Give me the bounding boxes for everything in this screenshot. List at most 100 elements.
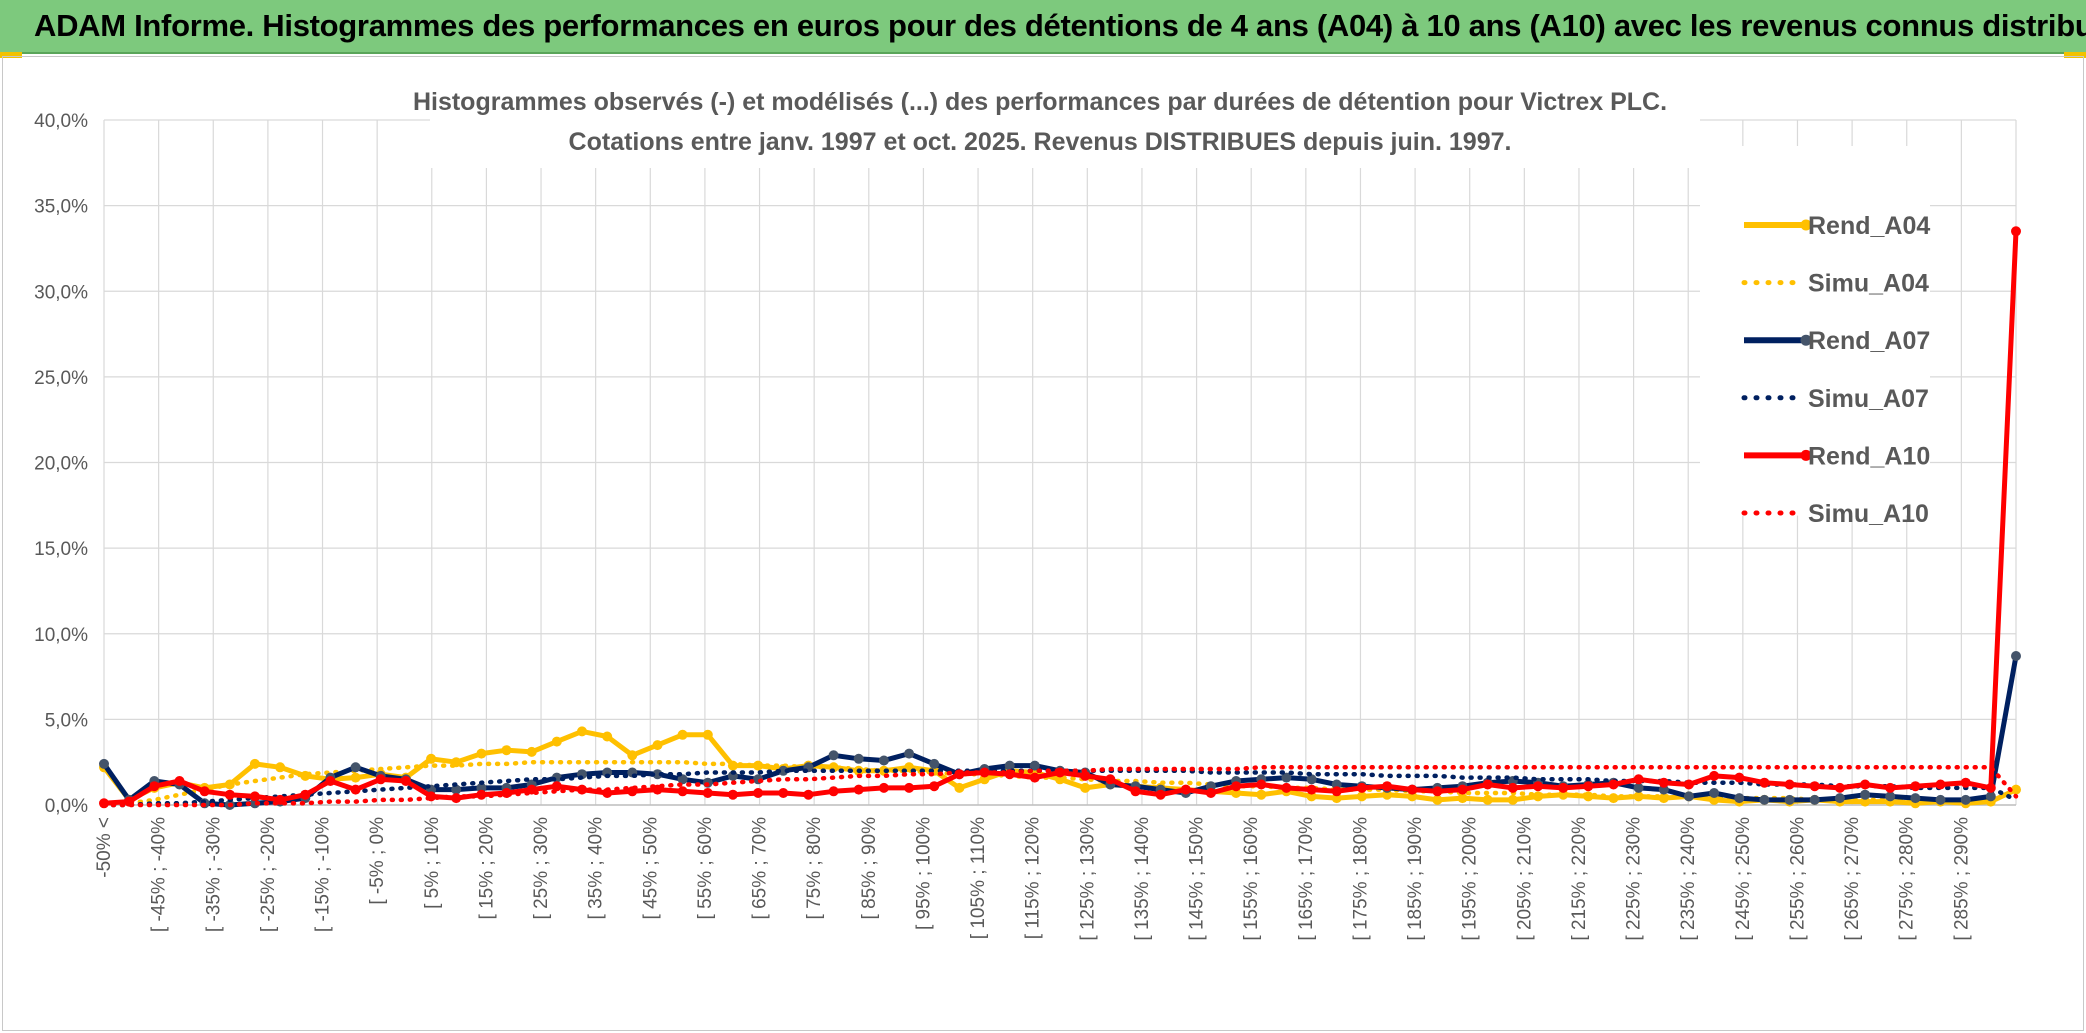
data-point-Rend_A10 xyxy=(878,782,889,793)
data-point-Rend_A10 xyxy=(300,789,311,800)
data-point-Rend_A10 xyxy=(1709,770,1720,781)
y-tick-label: 30,0% xyxy=(34,282,88,303)
x-tick-label: [ 55% ; 60% xyxy=(695,817,716,920)
data-point-Rend_A10 xyxy=(1910,781,1921,792)
series-Rend_A10 xyxy=(99,226,2021,809)
legend-entry-Simu_A07: Simu_A07 xyxy=(1741,385,1929,413)
series-Rend_A07 xyxy=(99,651,2021,810)
data-point-Rend_A10 xyxy=(1558,782,1569,793)
data-point-Rend_A10 xyxy=(1180,784,1191,795)
data-point-Rend_A04 xyxy=(702,729,713,740)
data-point-Rend_A07 xyxy=(1004,760,1015,771)
legend-marker xyxy=(1800,449,1812,461)
x-tick-label: [ 225% ; 230% xyxy=(1624,817,1645,941)
x-tick-label: [ 105% ; 110% xyxy=(968,817,989,939)
x-tick-label: [ 115% ; 120% xyxy=(1023,817,1044,939)
data-point-Rend_A04 xyxy=(476,748,487,759)
legend-entry-Rend_A04: Rend_A04 xyxy=(1744,212,1930,240)
legend-box xyxy=(1700,146,1930,516)
series-line-Simu_A10 xyxy=(101,765,2019,808)
series-lines xyxy=(99,226,2021,810)
data-point-Rend_A10 xyxy=(1985,782,1996,793)
x-tick-label: [ 265% ; 270% xyxy=(1842,817,1863,941)
y-tick-label: 25,0% xyxy=(34,368,88,389)
data-point-Rend_A07 xyxy=(1683,791,1694,802)
data-point-Rend_A10 xyxy=(1029,772,1040,783)
x-tick-label: [ 175% ; 180% xyxy=(1350,817,1371,941)
data-point-Rend_A04 xyxy=(526,746,537,757)
data-point-Rend_A07 xyxy=(1935,794,1946,805)
data-point-Rend_A10 xyxy=(1608,779,1619,790)
data-point-Rend_A07 xyxy=(1633,782,1644,793)
data-point-Rend_A10 xyxy=(1683,779,1694,790)
data-point-Rend_A04 xyxy=(1256,789,1267,800)
data-point-Rend_A07 xyxy=(1834,793,1845,804)
data-point-Rend_A10 xyxy=(1432,786,1443,797)
x-tick-label: [ -5% ; 0% xyxy=(367,817,388,905)
x-tick-label: [ 5% ; 10% xyxy=(422,817,443,909)
page-title: ADAM Informe. Histogrammes des performan… xyxy=(34,8,2086,43)
y-tick-label: 35,0% xyxy=(34,197,88,218)
x-tick-label: [ 85% ; 90% xyxy=(859,817,880,920)
x-tick-label: [ 195% ; 200% xyxy=(1460,817,1481,941)
x-tick-label: [ 285% ; 290% xyxy=(1951,817,1972,941)
data-point-Rend_A10 xyxy=(1809,781,1820,792)
legend-entry-Rend_A07: Rend_A07 xyxy=(1744,327,1930,355)
x-tick-label: [ 145% ; 150% xyxy=(1187,817,1208,941)
data-point-Rend_A10 xyxy=(1205,788,1216,798)
data-point-Rend_A10 xyxy=(1885,782,1896,793)
data-point-Rend_A07 xyxy=(2011,651,2021,661)
data-point-Rend_A10 xyxy=(400,776,411,786)
data-point-Rend_A10 xyxy=(1759,777,1770,788)
x-tick-label: [ 75% ; 80% xyxy=(804,817,825,920)
legend-label: Simu_A04 xyxy=(1808,270,1929,298)
legend-marker xyxy=(1800,219,1812,231)
x-tick-label: [ -45% ; -40% xyxy=(149,817,170,932)
data-point-Rend_A07 xyxy=(1306,774,1317,785)
header-banner: ADAM Informe. Histogrammes des performan… xyxy=(0,0,2086,54)
x-tick-label: [ 125% ; 130% xyxy=(1077,817,1098,941)
data-point-Rend_A10 xyxy=(1256,779,1267,790)
data-point-Rend_A10 xyxy=(778,788,789,798)
legend-entry-Simu_A04: Simu_A04 xyxy=(1741,270,1929,298)
data-point-Rend_A10 xyxy=(249,791,260,802)
x-axis-tick-labels: -50% < [ -45% ; -40% [ -35% ; -30% [ -25% ;… xyxy=(94,817,1972,941)
data-point-Rend_A07 xyxy=(350,762,361,773)
data-point-Rend_A10 xyxy=(1306,784,1317,795)
x-tick-label: [ 45% ; 50% xyxy=(640,817,661,920)
y-tick-label: 0,0% xyxy=(45,796,88,817)
data-point-Rend_A04 xyxy=(954,782,965,793)
data-point-Rend_A04 xyxy=(627,750,638,761)
legend-marker xyxy=(1800,334,1812,346)
data-point-Rend_A10 xyxy=(1734,772,1745,783)
series-Simu_A10 xyxy=(101,765,2019,808)
x-tick-label: [ 155% ; 160% xyxy=(1241,817,1262,941)
data-point-Rend_A04 xyxy=(1457,793,1468,804)
data-point-Rend_A10 xyxy=(1482,779,1493,790)
data-point-Rend_A07 xyxy=(878,755,889,766)
data-point-Rend_A07 xyxy=(904,748,915,759)
data-point-Rend_A10 xyxy=(1231,781,1242,792)
data-point-Rend_A07 xyxy=(1709,788,1720,798)
x-tick-label: [ 245% ; 250% xyxy=(1733,817,1754,941)
data-point-Rend_A04 xyxy=(1080,782,1091,793)
x-tick-label: [ -15% ; -10% xyxy=(313,817,334,932)
legend: Rend_A04 Simu_A04 Rend_A07 Simu_A07 Rend_A10… xyxy=(1700,146,1930,528)
data-point-Rend_A04 xyxy=(551,736,562,747)
data-point-Rend_A07 xyxy=(99,758,109,769)
data-point-Rend_A10 xyxy=(828,786,839,797)
x-tick-label: [ 235% ; 240% xyxy=(1678,817,1699,941)
x-tick-label: [ 35% ; 40% xyxy=(586,817,607,920)
data-point-Rend_A07 xyxy=(1658,784,1669,795)
x-tick-label: [ 215% ; 220% xyxy=(1569,817,1590,941)
x-tick-label: [ 205% ; 210% xyxy=(1514,817,1535,941)
legend-label: Rend_A07 xyxy=(1808,327,1930,355)
data-point-Rend_A10 xyxy=(753,788,764,798)
data-point-Rend_A04 xyxy=(1432,794,1443,805)
data-point-Rend_A07 xyxy=(853,753,864,764)
data-point-Rend_A10 xyxy=(1784,779,1795,790)
data-point-Rend_A04 xyxy=(501,745,512,756)
legend-label: Simu_A10 xyxy=(1808,500,1929,528)
chart-frame xyxy=(2,56,2084,1031)
